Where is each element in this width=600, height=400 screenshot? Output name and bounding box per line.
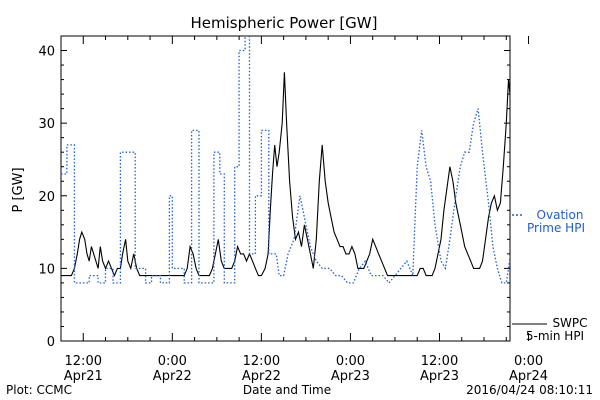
x-axis-label: Date and Time <box>243 383 331 397</box>
x-tick-label-date: Apr21 <box>64 369 103 384</box>
series-line-swpc <box>61 72 510 278</box>
plot-timestamp: 2016/04/24 08:10:11 <box>466 383 593 397</box>
x-tick-label-time: 0:00 <box>514 354 543 369</box>
x-tick-label-time: 12:00 <box>421 354 458 369</box>
legend-swpc: SWPC 5-min HPI <box>512 316 588 343</box>
x-axis-ticks: 12:00Apr210:00Apr2212:00Apr220:00Apr2312… <box>60 36 548 384</box>
y-tick-label: 20 <box>38 190 55 205</box>
legend-swpc-label-line2: 5-min HPI <box>526 329 584 343</box>
y-tick-label: 10 <box>38 262 55 277</box>
x-tick-label-time: 12:00 <box>243 354 280 369</box>
legend-swpc-label-line1: SWPC <box>552 316 587 330</box>
legend-ovation-label-line2: Prime HPI <box>527 221 585 235</box>
legend-ovation-label-line1: Ovation <box>537 208 584 222</box>
y-tick-label: 40 <box>38 45 55 60</box>
chart-title: Hemispheric Power [GW] <box>191 14 378 32</box>
y-axis-ticks: 0 10 20 30 40 <box>38 45 510 350</box>
y-axis-label: P [GW] <box>11 167 26 212</box>
plot-credit: Plot: CCMC <box>6 383 72 397</box>
x-tick-label-date: Apr24 <box>509 369 548 384</box>
x-tick-label-time: 0:00 <box>336 354 365 369</box>
x-tick-label-date: Apr22 <box>242 369 281 384</box>
x-tick-label-time: 12:00 <box>65 354 102 369</box>
x-tick-label-date: Apr23 <box>420 369 459 384</box>
legend-ovation: Ovation Prime HPI <box>512 208 585 235</box>
x-tick-label-date: Apr23 <box>331 369 370 384</box>
y-tick-label: 0 <box>47 335 55 350</box>
series-line-ovation <box>61 36 510 284</box>
y-tick-label: 30 <box>38 117 55 132</box>
x-tick-label-date: Apr22 <box>153 369 192 384</box>
series-layer <box>61 36 510 284</box>
x-tick-label-time: 0:00 <box>158 354 187 369</box>
plot-frame <box>60 35 511 342</box>
